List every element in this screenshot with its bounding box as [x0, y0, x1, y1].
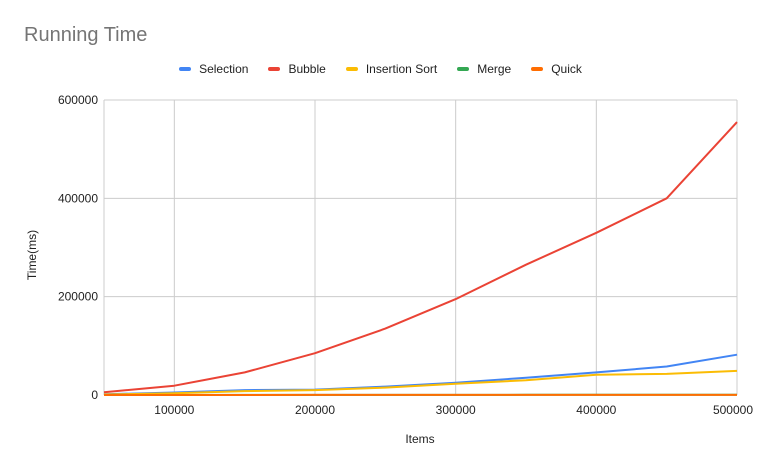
x-tick-label: 100000: [154, 403, 194, 417]
legend-swatch: [268, 67, 281, 71]
legend-label: Merge: [477, 62, 512, 76]
x-axis-label: Items: [405, 432, 434, 446]
x-tick-labels: 100000 200000 300000 400000 500000: [154, 403, 753, 417]
legend-label: Quick: [551, 62, 582, 76]
x-tick-label: 500000: [713, 403, 753, 417]
series-lines: [103, 121, 738, 396]
legend-label: Insertion Sort: [365, 62, 438, 76]
legend-item[interactable]: Bubble: [268, 62, 326, 76]
chart-title: Running Time: [24, 24, 148, 46]
legend-swatch: [531, 67, 544, 71]
x-tick-label: 200000: [295, 403, 335, 417]
y-tick-label: 600000: [58, 93, 98, 107]
legend-swatch: [457, 67, 470, 71]
legend-label: Selection: [199, 62, 249, 76]
legend-item[interactable]: Quick: [531, 62, 582, 76]
x-tick-label: 400000: [576, 403, 616, 417]
y-tick-labels: 0 200000 400000 600000: [58, 93, 98, 402]
y-tick-label: 400000: [58, 191, 98, 205]
y-tick-label: 200000: [58, 290, 98, 304]
legend-item[interactable]: Selection: [179, 62, 248, 76]
legend-swatch: [345, 67, 358, 71]
grid: [103, 99, 738, 396]
series-line-insertion-sort: [103, 369, 738, 396]
legend-item[interactable]: Merge: [457, 62, 511, 76]
legend: Selection Bubble Insertion Sort Merge Quick: [0, 62, 761, 76]
legend-label: Bubble: [288, 62, 326, 76]
legend-swatch: [179, 67, 192, 71]
y-tick-label: 0: [91, 388, 98, 402]
y-axis-label: Time(ms): [25, 230, 39, 280]
legend-item[interactable]: Insertion Sort: [345, 62, 438, 76]
series-line-bubble: [103, 121, 738, 394]
x-tick-label: 300000: [436, 403, 476, 417]
